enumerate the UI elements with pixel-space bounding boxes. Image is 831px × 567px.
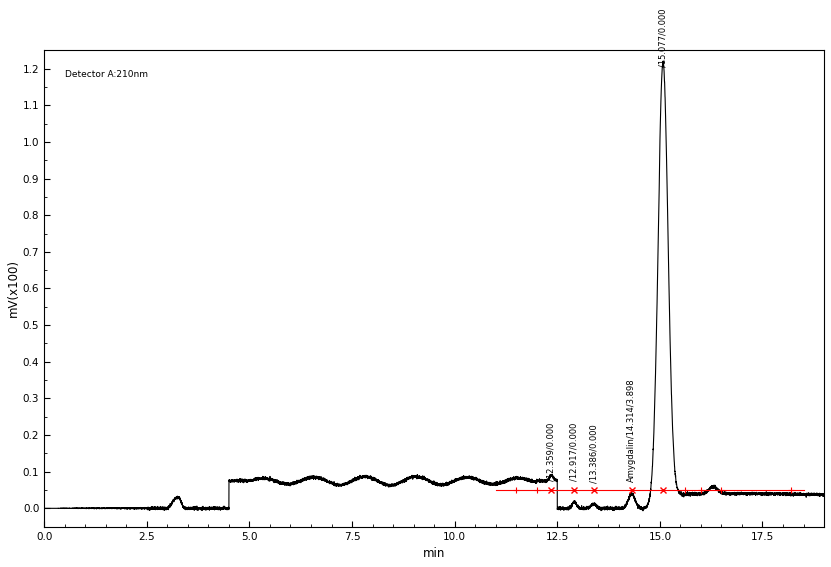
Text: /15.077/0.000: /15.077/0.000 — [658, 9, 667, 67]
Text: /13.386/0.000: /13.386/0.000 — [589, 424, 598, 483]
Text: /12.917/0.000: /12.917/0.000 — [570, 422, 579, 481]
Y-axis label: mV(x100): mV(x100) — [7, 260, 20, 318]
Text: /12.359/0.000: /12.359/0.000 — [547, 422, 556, 481]
Text: Amygdalin/14.314/3.898: Amygdalin/14.314/3.898 — [627, 378, 637, 481]
Text: Detector A:210nm: Detector A:210nm — [65, 70, 148, 79]
X-axis label: min: min — [423, 547, 445, 560]
